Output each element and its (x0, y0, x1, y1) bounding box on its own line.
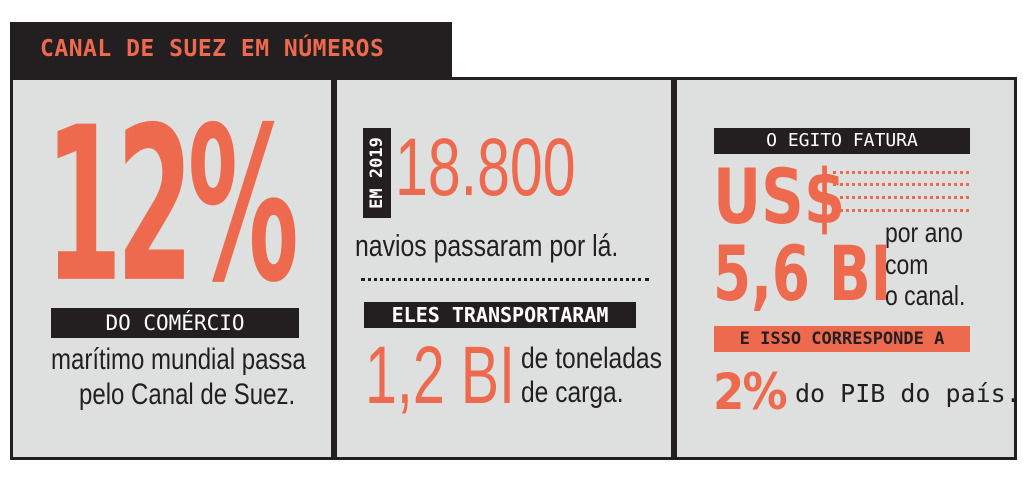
year-label: EM 2019 (363, 128, 391, 218)
trade-band: DO COMÉRCIO (51, 308, 299, 338)
year-label-text: EM 2019 (367, 137, 387, 209)
transported-band: ELES TRANSPORTARAM (364, 302, 636, 328)
revenue-band: O EGITO FATURA (714, 128, 970, 154)
panel-revenue: O EGITO FATURA US$ 5,6 BI por ano com o … (677, 80, 1021, 457)
dots-1 (833, 171, 969, 174)
cargo-line1: de toneladas (521, 342, 662, 375)
trade-share-value: 12% (45, 82, 299, 331)
ships-text: navios passaram por lá. (355, 228, 619, 263)
infographic-title: CANAL DE SUEZ EM NÚMEROS (10, 22, 452, 77)
cargo-value: 1,2 BI (365, 330, 515, 421)
cargo-line2: de carga. (521, 376, 624, 409)
dots-4 (833, 209, 969, 212)
gdp-percent: 2% (713, 363, 788, 421)
trade-text-line2: pelo Canal de Suez. (79, 378, 296, 411)
revenue-text-line3: o canal. (885, 280, 966, 311)
currency-label: US$ (713, 152, 846, 241)
dots-2 (833, 183, 969, 186)
divider-dots (361, 278, 649, 281)
revenue-amount: 5,6 BI (713, 229, 892, 318)
gdp-text: do PIB do país. (795, 379, 1021, 408)
panel-ships: EM 2019 18.800 navios passaram por lá. E… (337, 80, 671, 457)
dots-3 (833, 196, 969, 199)
revenue-text-line1: por ano (885, 217, 963, 248)
panel-trade-share: 12% DO COMÉRCIO marítimo mundial passa p… (13, 80, 331, 457)
ships-count: 18.800 (395, 122, 576, 213)
corresponds-band: E ISSO CORRESPONDE A (714, 326, 970, 352)
revenue-text-line2: com (885, 249, 929, 280)
trade-text-line1: marítimo mundial passa (51, 343, 306, 376)
